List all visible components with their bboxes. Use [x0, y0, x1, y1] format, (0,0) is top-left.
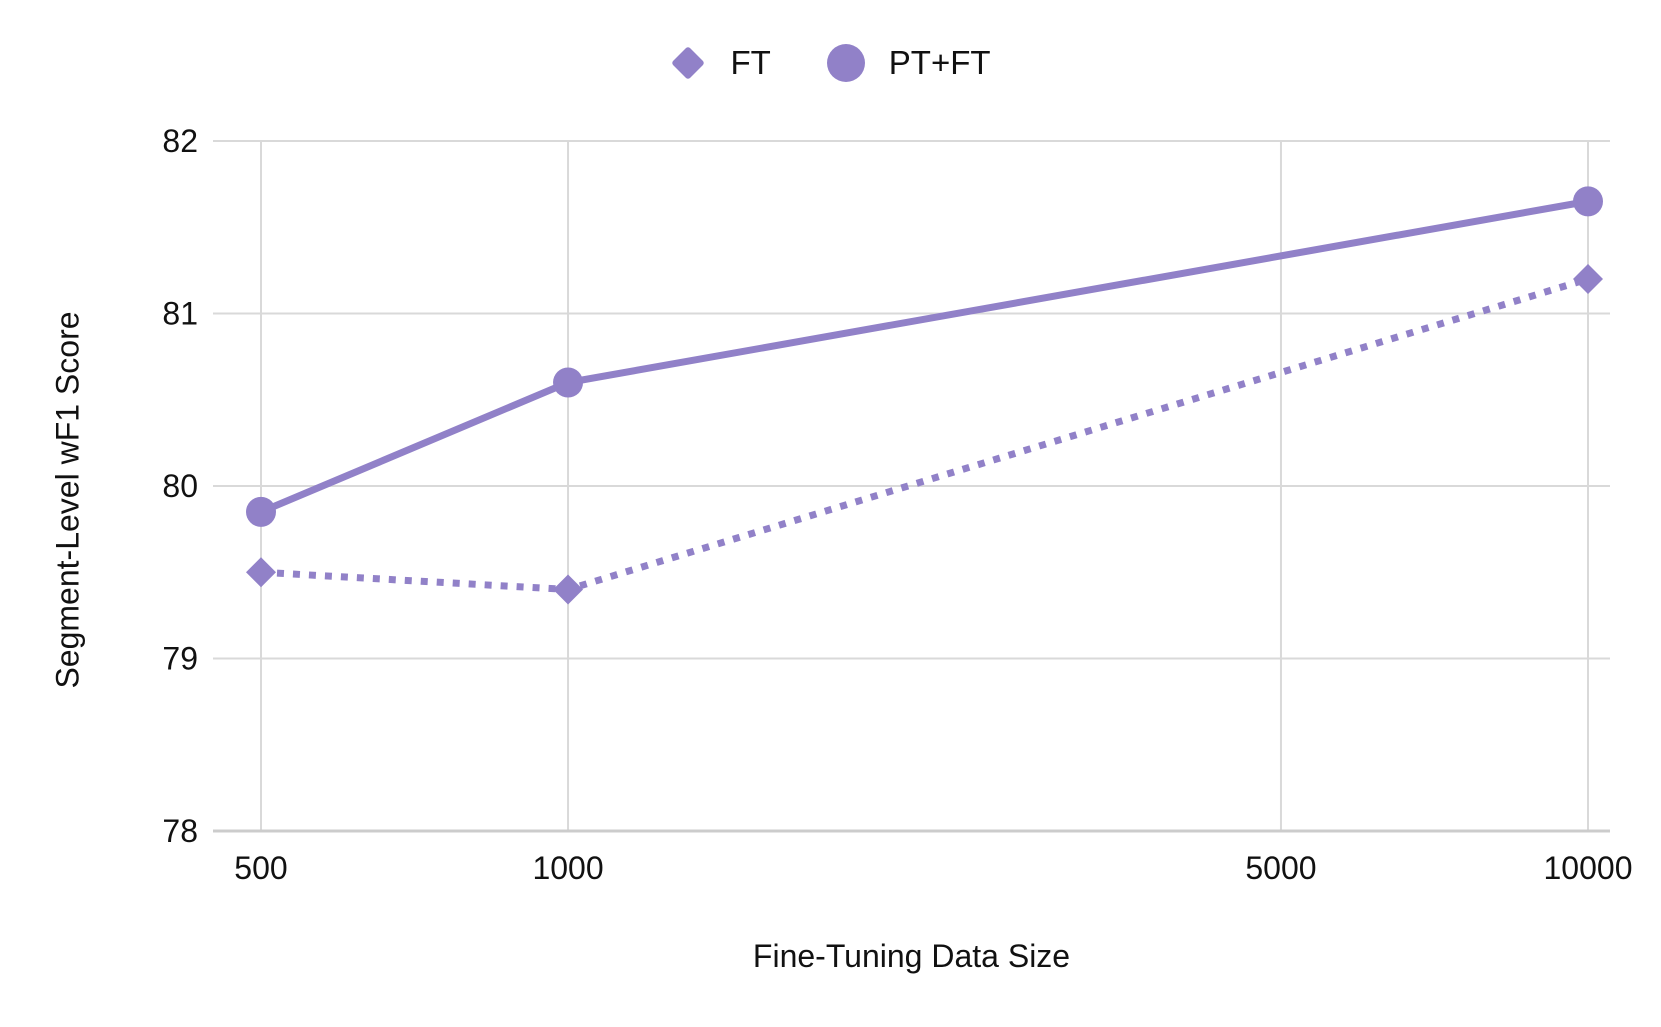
series-line-ft: [260, 275, 1590, 593]
legend-item-ft[interactable]: FT: [670, 44, 771, 82]
legend-label-pt-ft: PT+FT: [888, 44, 991, 81]
y-tick-label: 82: [162, 123, 198, 159]
legend-label-ft: FT: [730, 44, 771, 81]
x-tick-labels: 500 1000 5000 10000: [234, 850, 1632, 886]
y-tick-label: 81: [162, 296, 198, 332]
y-tick-label: 80: [162, 468, 198, 504]
circle-marker-icon: [826, 44, 865, 82]
data-point-circle[interactable]: [246, 496, 276, 527]
legend-item-pt-ft[interactable]: PT+FT: [826, 44, 991, 82]
x-tick-label: 500: [234, 850, 287, 886]
x-tick-label: 10000: [1544, 850, 1633, 886]
data-point-diamond[interactable]: [246, 557, 276, 588]
series-line-pt-ft: [259, 197, 1589, 516]
y-tick-label: 78: [162, 813, 198, 849]
y-tick-label: 79: [162, 641, 198, 677]
data-point-circle[interactable]: [553, 367, 584, 398]
x-tick-label: 5000: [1245, 850, 1316, 886]
data-point-diamond[interactable]: [553, 574, 584, 605]
x-axis-title: Fine-Tuning Data Size: [752, 938, 1071, 974]
chart-legend: FT PT+FT: [0, 44, 1661, 82]
data-point-diamond[interactable]: [1573, 264, 1603, 294]
gridlines: [213, 140, 1610, 832]
y-tick-labels: 82 81 80 79 78: [162, 123, 198, 849]
data-point-circle[interactable]: [1573, 186, 1603, 217]
x-tick-label: 1000: [532, 850, 603, 886]
